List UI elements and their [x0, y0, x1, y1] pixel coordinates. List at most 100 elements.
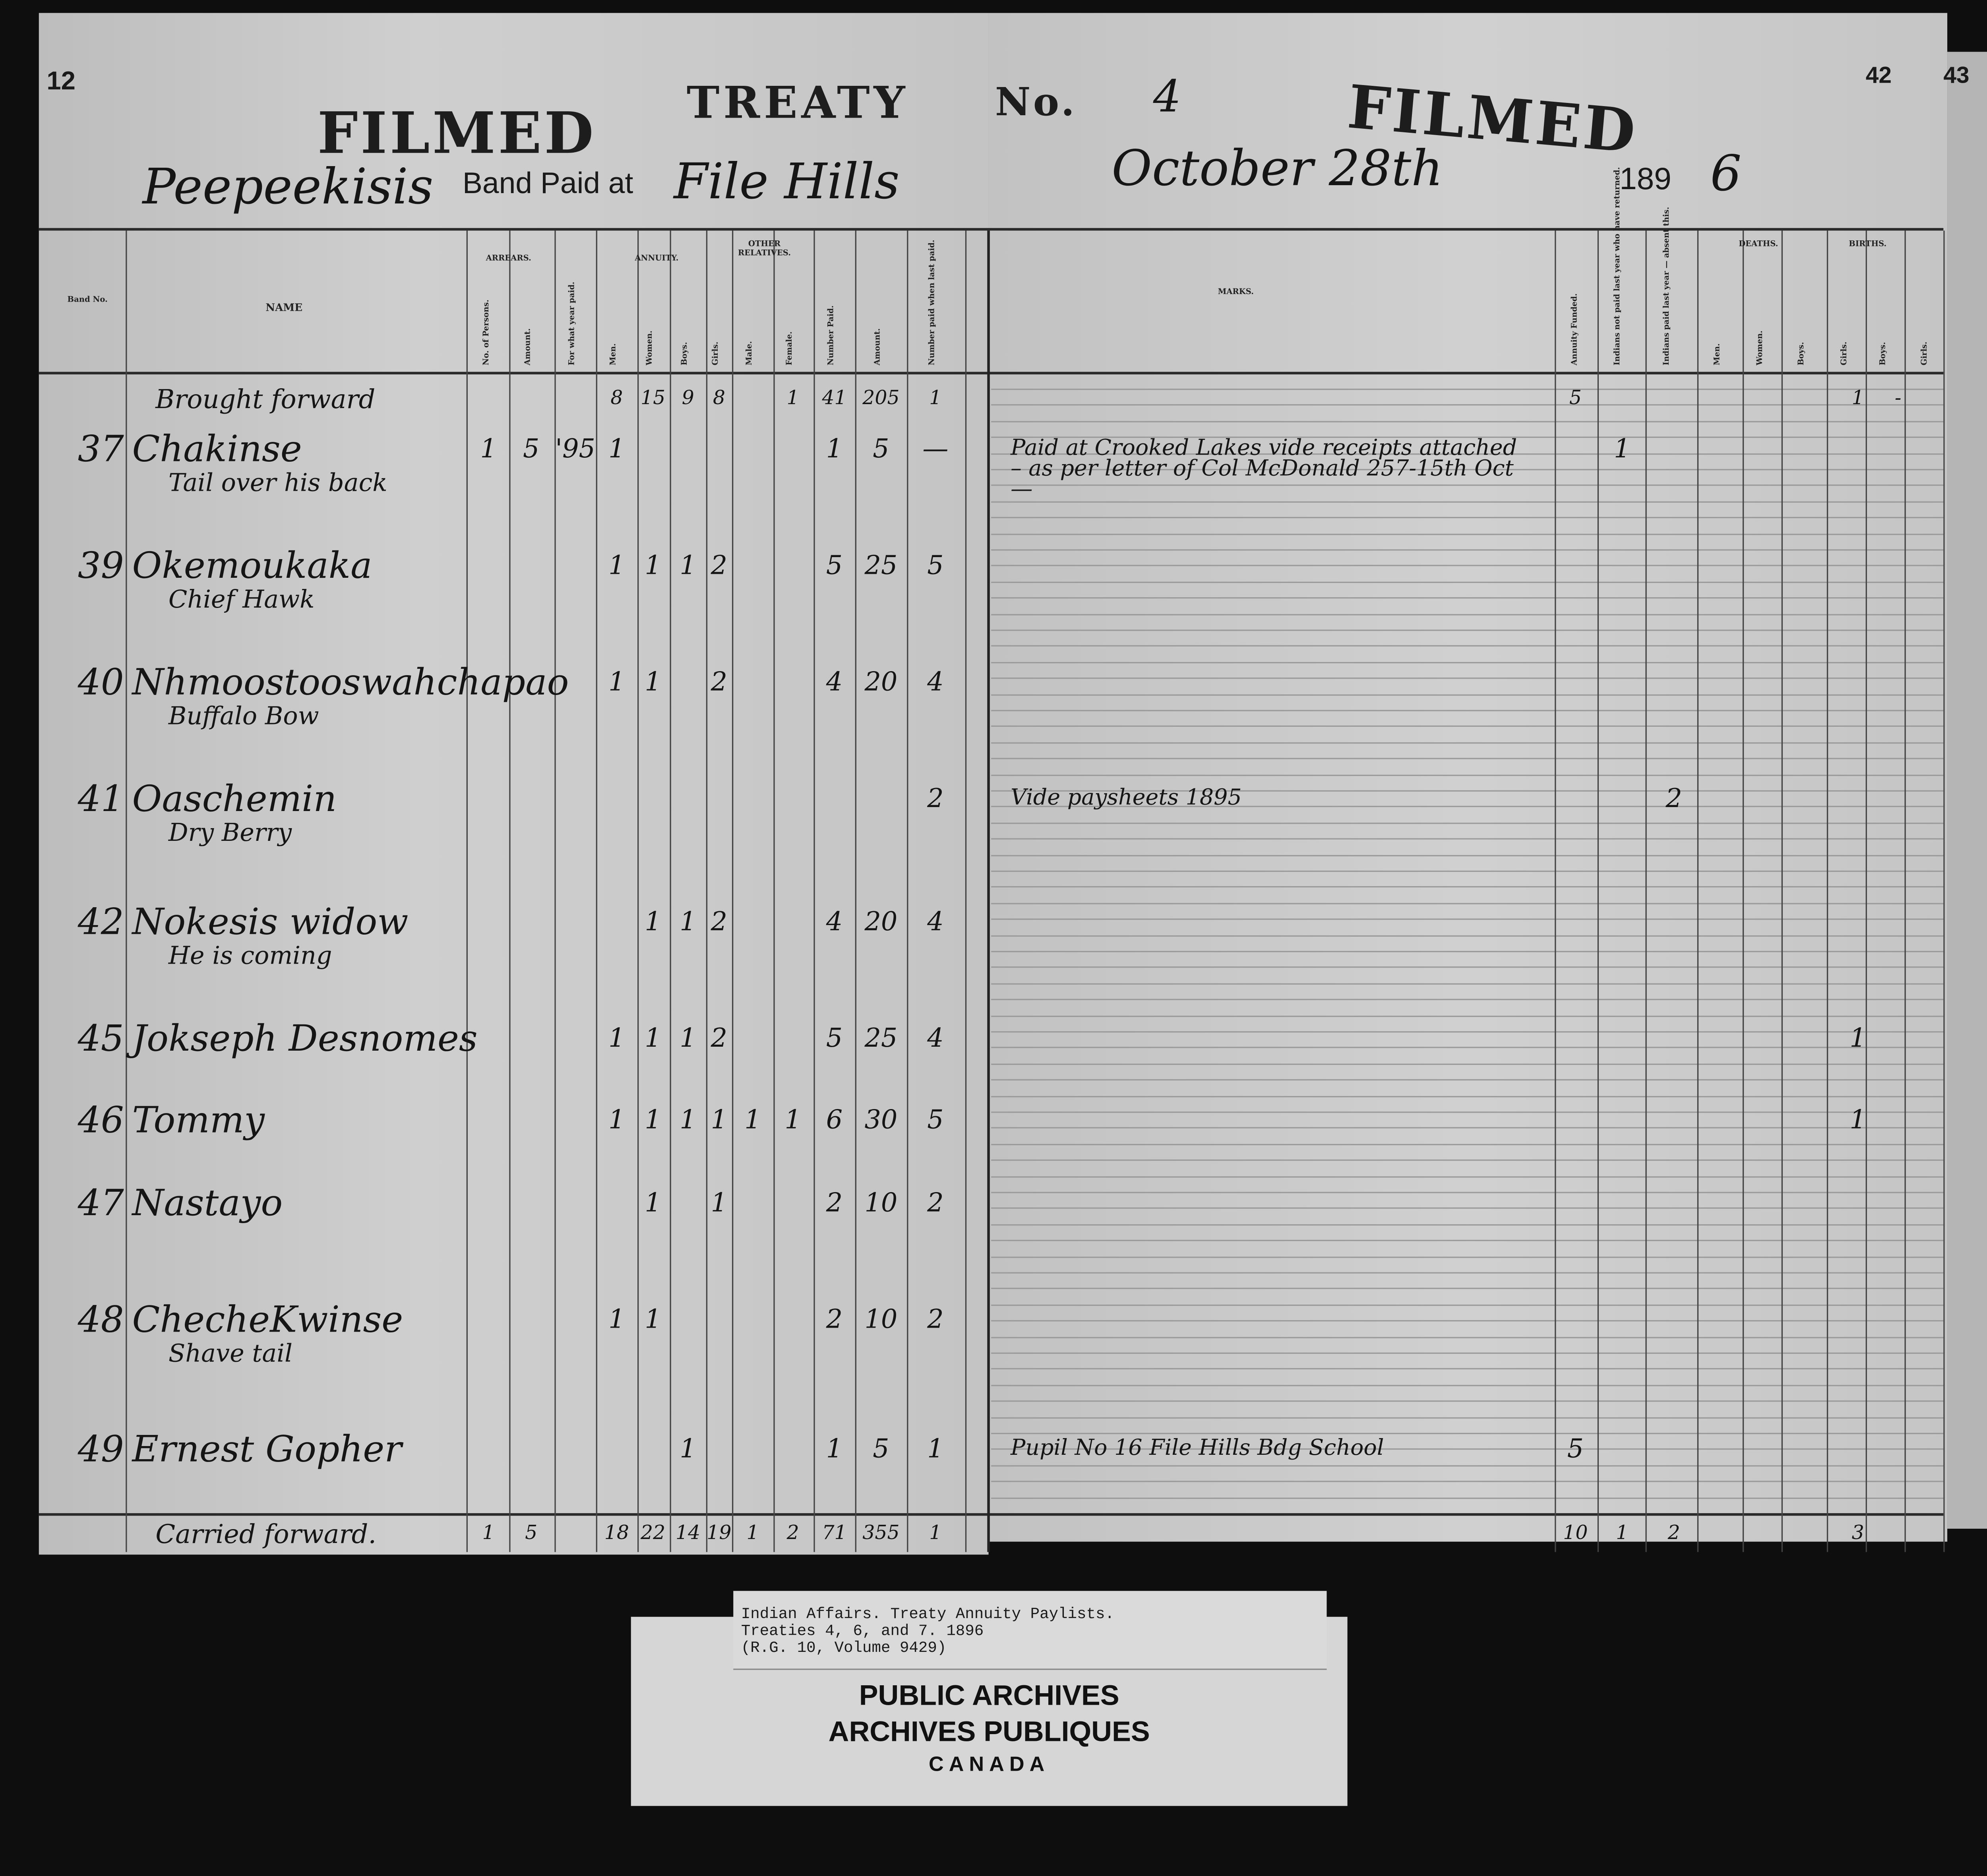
- right-page-ruled-line: [991, 1095, 1944, 1097]
- right-page-ruled-line: [991, 1465, 1944, 1466]
- member-name: Chakinse: [132, 427, 302, 470]
- column-divider: [1555, 230, 1556, 1552]
- right-page-ruled-line: [991, 629, 1944, 631]
- cell-men: 8: [610, 386, 623, 410]
- cell-women: 1: [645, 1187, 661, 1218]
- cell-female: 1: [786, 386, 799, 410]
- cell-amount: 10: [864, 1187, 898, 1218]
- payment-date: October 28th: [1112, 140, 1443, 197]
- right-page-ruled-line: [991, 710, 1944, 711]
- right-page-ruled-line: [991, 838, 1944, 840]
- marks-note: Vide paysheets 1895: [1010, 785, 1242, 811]
- year-suffix: 6: [1710, 145, 1742, 202]
- cell-men: 1: [608, 1303, 625, 1335]
- right-page-ruled-line: [991, 453, 1944, 455]
- page-number-right: 42: [1865, 62, 1892, 88]
- cell-boys: 9: [682, 386, 694, 410]
- cell-amount: 20: [864, 905, 898, 937]
- cell-annuity-funded: 5: [1569, 386, 1582, 410]
- right-page-ruled-line: [991, 1304, 1944, 1306]
- right-page-ruled-line: [991, 678, 1944, 679]
- right-page-ruled-line: [991, 967, 1944, 968]
- cell-women: 1: [645, 1022, 661, 1053]
- member-name: Okemoukaka: [132, 544, 372, 587]
- col-male: Male.: [745, 341, 754, 366]
- year-prefix: 189: [1619, 162, 1671, 197]
- right-page-ruled-line: [991, 1240, 1944, 1241]
- cell-male: 1: [744, 1104, 761, 1135]
- right-page-ruled-line: [991, 1175, 1944, 1177]
- cell-number-paid: 2: [826, 1303, 843, 1335]
- cell-number-last: 2: [927, 1303, 944, 1335]
- col-band-no: Band No.: [67, 295, 108, 305]
- total-rule: [39, 1513, 1944, 1516]
- right-page-ruled-line: [991, 1352, 1944, 1354]
- column-divider: [813, 230, 815, 1552]
- page-number-left: 12: [46, 67, 76, 96]
- column-divider: [466, 230, 468, 1552]
- cell-girls: 8: [713, 386, 725, 410]
- cell-female: 2: [786, 1521, 799, 1545]
- band-number: 46: [77, 1098, 124, 1142]
- col-annuity-funded: Annuity Funded.: [1570, 293, 1580, 366]
- column-divider: [126, 230, 127, 1552]
- member-name: Oaschemin: [132, 777, 337, 820]
- cell-number-last: 4: [927, 666, 944, 697]
- cell-women: 1: [645, 905, 661, 937]
- right-page-ruled-line: [991, 1417, 1944, 1418]
- col-men: Men.: [609, 343, 618, 366]
- cell-number-last: 5: [927, 549, 944, 581]
- right-page-ruled-line: [991, 694, 1944, 695]
- right-page-ruled-line: [991, 1497, 1944, 1498]
- column-divider: [907, 230, 908, 1552]
- cell-b-boys: 3: [1851, 1521, 1864, 1545]
- cell-number-paid: 1: [826, 1433, 843, 1464]
- header-rule: [39, 228, 1944, 231]
- band-number: 39: [77, 544, 124, 587]
- cell-annuity-funded: 5: [1567, 1433, 1584, 1464]
- right-page-ruled-line: [991, 565, 1944, 567]
- col-d-men: Men.: [1712, 343, 1722, 366]
- col-group-births: BIRTHS.: [1849, 240, 1887, 249]
- cell-girls: 1: [711, 1104, 728, 1135]
- right-page-ruled-line: [991, 517, 1944, 519]
- cell-men: 1: [608, 1104, 625, 1135]
- right-page-ruled-line: [991, 405, 1944, 406]
- col-d-girls: Girls.: [1840, 341, 1849, 366]
- right-page-ruled-line: [991, 1047, 1944, 1049]
- left-ledger-page: [39, 13, 989, 1555]
- right-page-ruled-line: [991, 389, 1944, 390]
- right-ledger-page: [988, 13, 1948, 1542]
- cell-men: 1: [608, 666, 625, 697]
- paid-at-location: File Hills: [674, 153, 900, 210]
- right-page-ruled-line: [991, 999, 1944, 1001]
- column-divider: [706, 230, 708, 1552]
- marks-note: Paid at Crooked Lakes vide receipts atta…: [1010, 435, 1517, 503]
- column-divider: [554, 230, 556, 1552]
- archive-title-fr: ARCHIVES PUBLIQUES: [828, 1715, 1150, 1748]
- right-page-ruled-line: [991, 1063, 1944, 1065]
- member-alias: Buffalo Bow: [168, 702, 319, 731]
- cell-b-boys: 1: [1851, 386, 1864, 410]
- cell-amount: 5: [873, 1433, 889, 1464]
- cell-girls: 1: [711, 1187, 728, 1218]
- cell-amount: 205: [862, 386, 900, 410]
- next-page-edge: [1947, 52, 1987, 1529]
- member-name: Brought forward: [155, 383, 376, 415]
- cell-boys: 14: [676, 1521, 701, 1545]
- column-divider: [1697, 230, 1699, 1552]
- cell-men: 1: [608, 432, 625, 464]
- cell-number-last: 4: [927, 905, 944, 937]
- right-page-ruled-line: [991, 983, 1944, 985]
- cell-number-last: 1: [929, 386, 942, 410]
- right-page-ruled-line: [991, 533, 1944, 535]
- cell-female: 1: [784, 1104, 802, 1135]
- cell-girls: 2: [711, 905, 728, 937]
- cell-amount: 355: [862, 1521, 900, 1545]
- col-girls: Girls.: [711, 341, 720, 366]
- cell-boys: 1: [680, 549, 696, 581]
- cell-no-persons: 1: [482, 1521, 495, 1545]
- column-divider: [1865, 230, 1867, 1552]
- col-d-boys: Boys.: [1797, 342, 1806, 366]
- cell-boys: 1: [680, 1104, 696, 1135]
